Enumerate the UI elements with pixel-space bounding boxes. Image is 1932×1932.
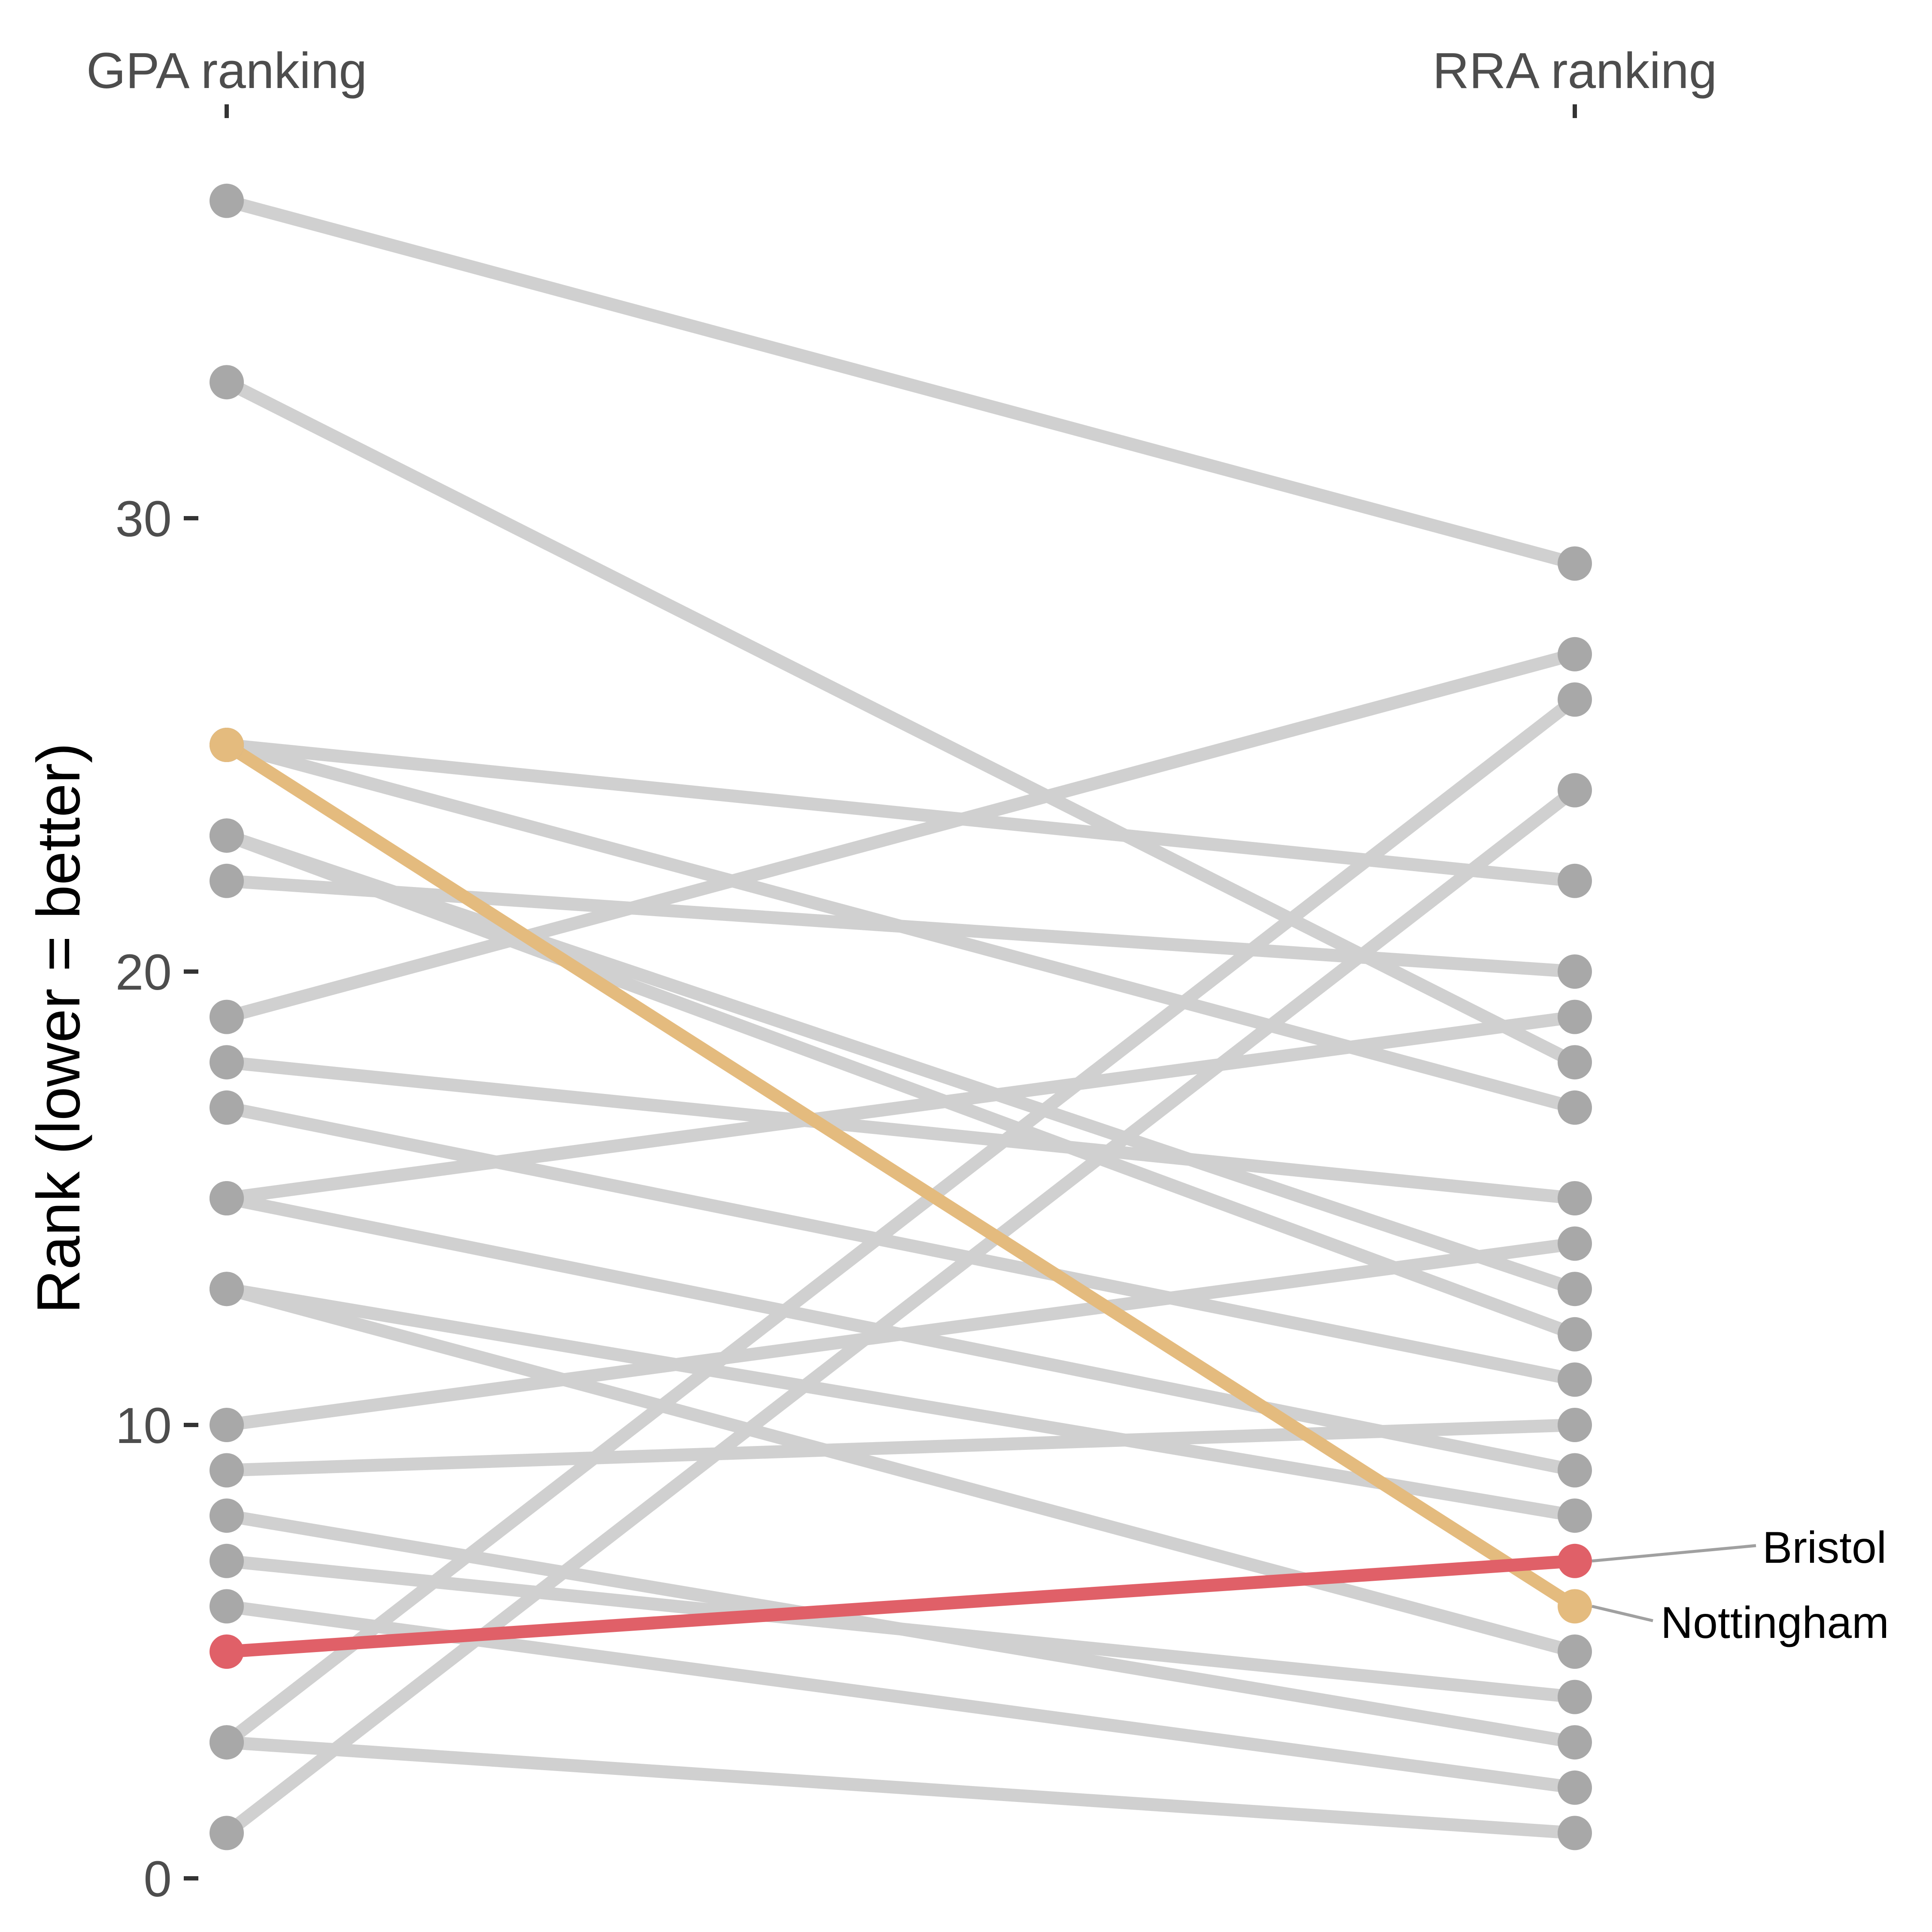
gpa-point <box>210 183 244 218</box>
rra-point <box>1558 1226 1592 1261</box>
slope-line <box>220 376 1581 1069</box>
slope-line <box>220 738 1581 887</box>
slope-line <box>220 1282 1581 1658</box>
rra-point <box>1558 1045 1592 1080</box>
rra-point <box>1558 1770 1592 1805</box>
gpa-point <box>210 1272 244 1306</box>
rra-point-bristol <box>1558 1543 1592 1578</box>
x-category-label: GPA ranking <box>86 43 367 99</box>
lines-layer <box>220 194 1581 1840</box>
rra-point <box>1558 1181 1592 1215</box>
gpa-point <box>210 999 244 1034</box>
gpa-point <box>210 1181 244 1215</box>
points-layer <box>210 183 1592 1850</box>
rra-point <box>1558 1680 1592 1714</box>
series-label-nottingham: Nottingham <box>1661 1598 1889 1648</box>
x-category-label: RRA ranking <box>1433 43 1717 99</box>
rra-point <box>1558 546 1592 581</box>
rra-point <box>1558 1408 1592 1442</box>
rra-point <box>1558 1816 1592 1850</box>
y-tick-label: 0 <box>143 1851 172 1908</box>
gpa-point-nottingham <box>210 728 244 762</box>
slope-line <box>220 784 1581 1840</box>
rra-point <box>1558 773 1592 808</box>
slope-line <box>220 1419 1581 1477</box>
rra-point <box>1558 1317 1592 1352</box>
slope-line-nottingham <box>220 738 1581 1613</box>
rra-point <box>1558 999 1592 1034</box>
gpa-point <box>210 1498 244 1533</box>
gpa-point <box>210 365 244 400</box>
rra-point <box>1558 682 1592 717</box>
rra-point <box>1558 1498 1592 1533</box>
rra-point <box>1558 863 1592 898</box>
leader-line-bristol <box>1592 1544 1756 1563</box>
gpa-point-bristol <box>210 1634 244 1669</box>
gpa-point <box>210 818 244 853</box>
y-tick-label: 30 <box>115 491 172 547</box>
gpa-point <box>210 1453 244 1488</box>
slope-line <box>220 1282 1581 1522</box>
rra-point <box>1558 1725 1592 1760</box>
slope-line <box>220 1101 1581 1386</box>
slope-line <box>220 1237 1581 1431</box>
leader-line-nottingham <box>1592 1604 1653 1622</box>
slope-line <box>220 829 1581 1296</box>
slope-line <box>220 693 1581 1749</box>
labels-layer: Nottingham Bristol <box>1592 1523 1889 1648</box>
rra-point-nottingham <box>1558 1589 1592 1624</box>
rra-point <box>1558 1362 1592 1397</box>
rra-point <box>1558 1090 1592 1125</box>
y-tick-label: 10 <box>115 1397 172 1454</box>
gpa-point <box>210 1408 244 1442</box>
slope-line <box>220 194 1581 570</box>
y-tick-label: 20 <box>115 944 172 1001</box>
series-label-bristol: Bristol <box>1762 1523 1886 1573</box>
slope-line <box>220 1736 1581 1840</box>
slope-line-bristol <box>220 1554 1581 1658</box>
gpa-point <box>210 1090 244 1125</box>
slope-line <box>220 1056 1581 1205</box>
gpa-point <box>210 1816 244 1850</box>
rra-point <box>1558 1634 1592 1669</box>
gpa-point <box>210 1725 244 1760</box>
rra-point <box>1558 954 1592 989</box>
slope-line <box>220 647 1581 1024</box>
slope-line <box>220 1554 1581 1704</box>
gpa-point <box>210 1543 244 1578</box>
slope-line <box>220 829 1581 1341</box>
gpa-point <box>210 1589 244 1624</box>
slope-line <box>220 1010 1581 1205</box>
rra-point <box>1558 1272 1592 1306</box>
gpa-point <box>210 1045 244 1080</box>
axes-layer: GPA ranking RRA ranking 0 10 20 30 Rank (lower… <box>24 43 1717 1908</box>
gpa-point <box>210 863 244 898</box>
rra-point <box>1558 637 1592 671</box>
y-axis-title: Rank (lower = better) <box>24 743 93 1314</box>
rra-point <box>1558 1453 1592 1488</box>
